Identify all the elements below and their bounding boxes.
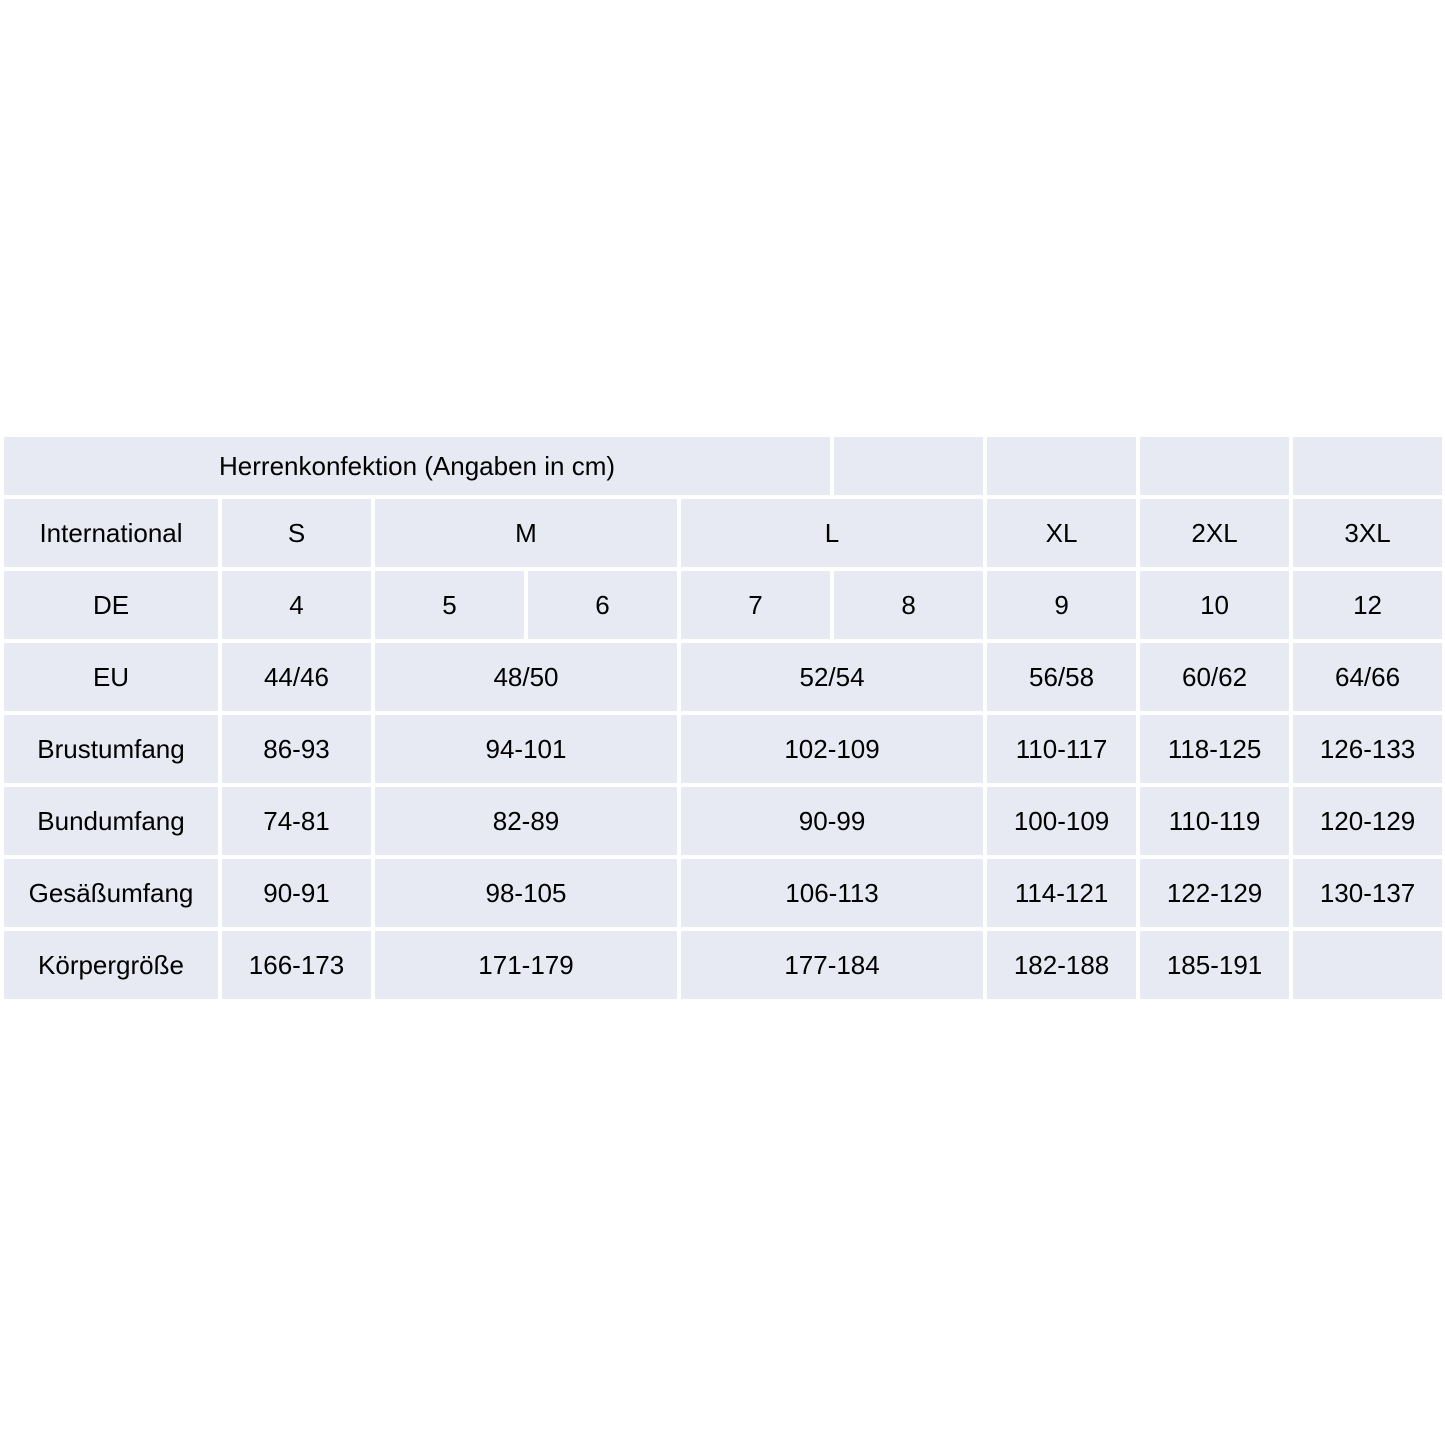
row-label-brustumfang: Brustumfang xyxy=(4,715,218,783)
de-cell: 7 xyxy=(681,571,831,639)
range-cell: 118-125 xyxy=(1140,715,1290,783)
range-cell: 82-89 xyxy=(375,787,677,855)
de-cell: 10 xyxy=(1140,571,1290,639)
range-cell: 94-101 xyxy=(375,715,677,783)
empty-cell xyxy=(1140,437,1290,495)
eu-cell: 44/46 xyxy=(222,643,371,711)
title-row: Herrenkonfektion (Angaben in cm) xyxy=(4,437,1443,495)
size-chart-table: Herrenkonfektion (Angaben in cm) Interna… xyxy=(0,433,1445,1003)
range-cell: 177-184 xyxy=(681,931,984,999)
size-cell-2xl: 2XL xyxy=(1140,499,1290,567)
range-cell: 126-133 xyxy=(1293,715,1443,783)
row-label-de: DE xyxy=(4,571,218,639)
eu-cell: 64/66 xyxy=(1293,643,1443,711)
de-cell: 8 xyxy=(834,571,984,639)
range-cell: 166-173 xyxy=(222,931,371,999)
size-cell-xl: XL xyxy=(987,499,1137,567)
empty-cell xyxy=(987,437,1137,495)
size-cell-l: L xyxy=(681,499,984,567)
range-cell: 106-113 xyxy=(681,859,984,927)
range-cell: 98-105 xyxy=(375,859,677,927)
size-cell-s: S xyxy=(222,499,371,567)
range-cell: 122-129 xyxy=(1140,859,1290,927)
range-cell: 114-121 xyxy=(987,859,1137,927)
range-cell: 90-99 xyxy=(681,787,984,855)
range-cell: 185-191 xyxy=(1140,931,1290,999)
eu-cell: 48/50 xyxy=(375,643,677,711)
row-label-international: International xyxy=(4,499,218,567)
table-title: Herrenkonfektion (Angaben in cm) xyxy=(4,437,831,495)
size-cell-3xl: 3XL xyxy=(1293,499,1443,567)
range-cell: 182-188 xyxy=(987,931,1137,999)
range-cell: 100-109 xyxy=(987,787,1137,855)
range-cell: 130-137 xyxy=(1293,859,1443,927)
range-cell: 90-91 xyxy=(222,859,371,927)
row-international: International S M L XL 2XL 3XL xyxy=(4,499,1443,567)
eu-cell: 52/54 xyxy=(681,643,984,711)
row-bundumfang: Bundumfang 74-81 82-89 90-99 100-109 110… xyxy=(4,787,1443,855)
empty-cell xyxy=(834,437,984,495)
empty-cell xyxy=(1293,931,1443,999)
row-label-gesaessumfang: Gesäßumfang xyxy=(4,859,218,927)
empty-cell xyxy=(1293,437,1443,495)
de-cell: 6 xyxy=(528,571,677,639)
de-cell: 12 xyxy=(1293,571,1443,639)
range-cell: 86-93 xyxy=(222,715,371,783)
de-cell: 5 xyxy=(375,571,524,639)
row-label-koerpergroesse: Körpergröße xyxy=(4,931,218,999)
row-de: DE 4 5 6 7 8 9 10 12 xyxy=(4,571,1443,639)
row-eu: EU 44/46 48/50 52/54 56/58 60/62 64/66 xyxy=(4,643,1443,711)
eu-cell: 56/58 xyxy=(987,643,1137,711)
range-cell: 74-81 xyxy=(222,787,371,855)
range-cell: 171-179 xyxy=(375,931,677,999)
de-cell: 9 xyxy=(987,571,1137,639)
size-cell-m: M xyxy=(375,499,677,567)
row-label-bundumfang: Bundumfang xyxy=(4,787,218,855)
row-brustumfang: Brustumfang 86-93 94-101 102-109 110-117… xyxy=(4,715,1443,783)
range-cell: 110-117 xyxy=(987,715,1137,783)
eu-cell: 60/62 xyxy=(1140,643,1290,711)
row-label-eu: EU xyxy=(4,643,218,711)
range-cell: 110-119 xyxy=(1140,787,1290,855)
row-gesaessumfang: Gesäßumfang 90-91 98-105 106-113 114-121… xyxy=(4,859,1443,927)
range-cell: 102-109 xyxy=(681,715,984,783)
range-cell: 120-129 xyxy=(1293,787,1443,855)
row-koerpergroesse: Körpergröße 166-173 171-179 177-184 182-… xyxy=(4,931,1443,999)
de-cell: 4 xyxy=(222,571,371,639)
